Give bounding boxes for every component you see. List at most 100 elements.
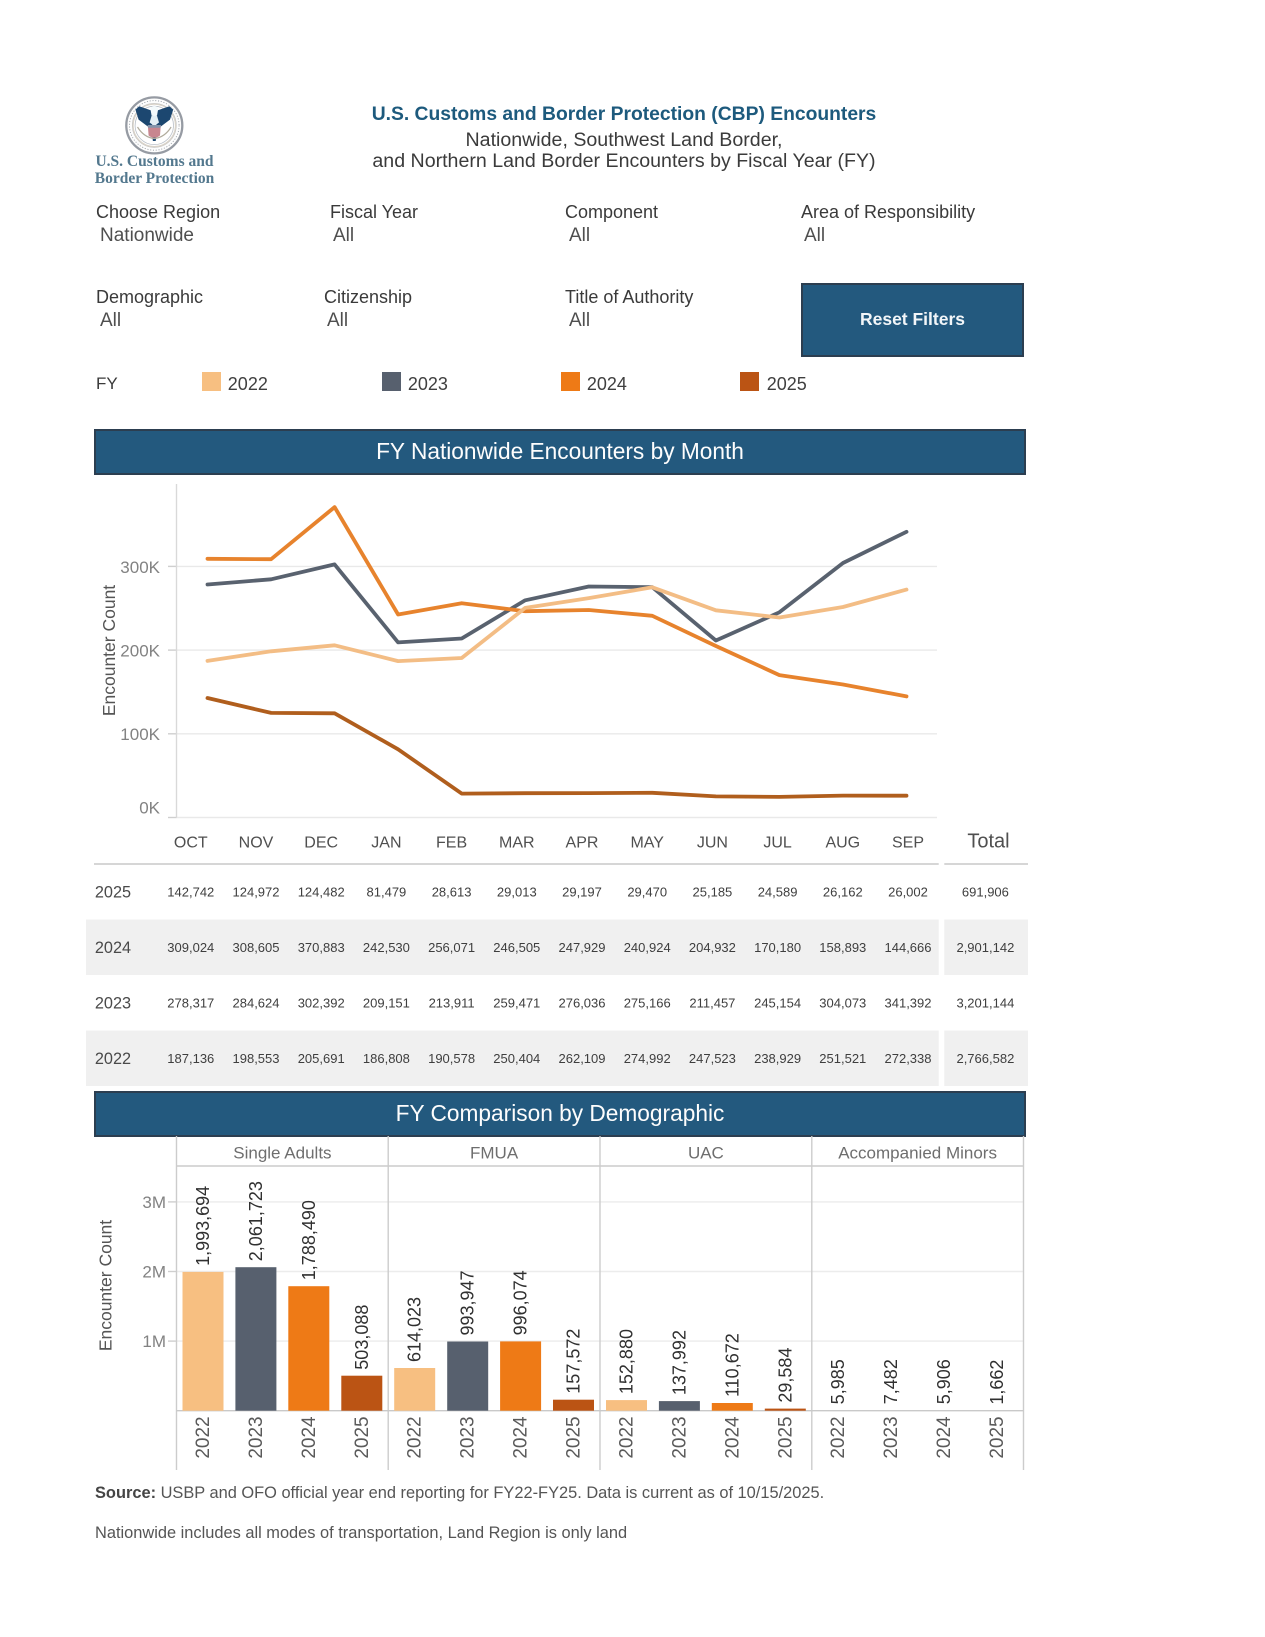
svg-text:2023: 2023 — [246, 1416, 267, 1458]
svg-text:272,338: 272,338 — [885, 1051, 932, 1066]
svg-text:3M: 3M — [142, 1193, 166, 1212]
svg-text:Accompanied Minors: Accompanied Minors — [838, 1144, 997, 1163]
svg-text:APR: APR — [566, 835, 599, 852]
svg-text:Encounter Count: Encounter Count — [99, 585, 119, 716]
svg-text:251,521: 251,521 — [819, 1051, 866, 1066]
svg-text:209,151: 209,151 — [363, 995, 410, 1010]
svg-text:2025: 2025 — [775, 1416, 796, 1458]
svg-text:2022: 2022 — [828, 1416, 849, 1458]
svg-text:2024: 2024 — [95, 939, 131, 957]
svg-text:5,906: 5,906 — [934, 1359, 954, 1404]
svg-text:1,662: 1,662 — [987, 1360, 1007, 1405]
svg-text:691,906: 691,906 — [962, 884, 1009, 899]
svg-text:Encounter Count: Encounter Count — [96, 1220, 116, 1351]
svg-text:247,523: 247,523 — [689, 1051, 736, 1066]
svg-text:2023: 2023 — [881, 1416, 902, 1458]
svg-text:MAY: MAY — [630, 835, 664, 852]
svg-text:240,924: 240,924 — [624, 940, 671, 955]
svg-text:370,883: 370,883 — [298, 940, 345, 955]
svg-text:503,088: 503,088 — [352, 1305, 372, 1370]
svg-text:256,071: 256,071 — [428, 940, 475, 955]
svg-text:1,993,694: 1,993,694 — [193, 1186, 213, 1266]
svg-text:278,317: 278,317 — [167, 995, 214, 1010]
svg-text:5,985: 5,985 — [828, 1359, 848, 1404]
svg-text:144,666: 144,666 — [885, 940, 932, 955]
svg-text:137,992: 137,992 — [669, 1330, 689, 1395]
svg-text:UAC: UAC — [688, 1144, 724, 1163]
svg-text:2025: 2025 — [564, 1416, 585, 1458]
svg-text:2,766,582: 2,766,582 — [956, 1051, 1014, 1066]
svg-text:2022: 2022 — [617, 1416, 638, 1458]
svg-text:2024: 2024 — [511, 1416, 532, 1459]
svg-text:274,992: 274,992 — [624, 1051, 671, 1066]
svg-text:247,929: 247,929 — [559, 940, 606, 955]
svg-text:2024: 2024 — [722, 1416, 743, 1459]
svg-text:245,154: 245,154 — [754, 995, 801, 1010]
svg-text:259,471: 259,471 — [493, 995, 540, 1010]
svg-text:26,162: 26,162 — [823, 884, 863, 899]
svg-text:Single Adults: Single Adults — [233, 1144, 331, 1163]
svg-text:JUL: JUL — [763, 835, 792, 852]
svg-text:2025: 2025 — [987, 1416, 1008, 1458]
svg-text:OCT: OCT — [174, 835, 208, 852]
svg-text:29,197: 29,197 — [562, 884, 602, 899]
svg-text:2M: 2M — [142, 1263, 166, 1282]
svg-text:28,613: 28,613 — [432, 884, 472, 899]
svg-text:993,947: 993,947 — [458, 1270, 478, 1335]
svg-text:187,136: 187,136 — [167, 1051, 214, 1066]
svg-text:29,470: 29,470 — [627, 884, 667, 899]
svg-text:AUG: AUG — [825, 835, 860, 852]
svg-text:FMUA: FMUA — [470, 1144, 519, 1163]
svg-text:1,788,490: 1,788,490 — [299, 1200, 319, 1280]
svg-text:204,932: 204,932 — [689, 940, 736, 955]
svg-text:200K: 200K — [120, 642, 160, 661]
svg-text:152,880: 152,880 — [617, 1329, 637, 1394]
svg-text:81,479: 81,479 — [367, 884, 407, 899]
svg-text:0K: 0K — [139, 799, 160, 818]
svg-text:100K: 100K — [120, 725, 160, 744]
svg-text:302,392: 302,392 — [298, 995, 345, 1010]
svg-text:186,808: 186,808 — [363, 1051, 410, 1066]
svg-text:MAR: MAR — [499, 835, 535, 852]
svg-text:308,605: 308,605 — [233, 940, 280, 955]
svg-text:158,893: 158,893 — [819, 940, 866, 955]
svg-text:275,166: 275,166 — [624, 995, 671, 1010]
svg-text:276,036: 276,036 — [559, 995, 606, 1010]
svg-text:2025: 2025 — [352, 1416, 373, 1458]
svg-text:NOV: NOV — [239, 835, 274, 852]
svg-text:996,074: 996,074 — [511, 1270, 531, 1335]
svg-text:FEB: FEB — [436, 835, 467, 852]
svg-text:341,392: 341,392 — [885, 995, 932, 1010]
svg-text:2022: 2022 — [405, 1416, 426, 1458]
svg-text:SEP: SEP — [892, 835, 924, 852]
svg-text:2024: 2024 — [934, 1416, 955, 1459]
svg-text:205,691: 205,691 — [298, 1051, 345, 1066]
svg-text:213,911: 213,911 — [429, 995, 475, 1010]
svg-text:7,482: 7,482 — [881, 1359, 901, 1404]
svg-text:2023: 2023 — [669, 1416, 690, 1458]
svg-text:JAN: JAN — [371, 835, 401, 852]
svg-text:29,584: 29,584 — [775, 1348, 795, 1403]
svg-text:2,901,142: 2,901,142 — [956, 940, 1014, 955]
svg-text:2024: 2024 — [299, 1416, 320, 1459]
svg-text:300K: 300K — [120, 558, 160, 577]
svg-text:262,109: 262,109 — [559, 1051, 606, 1066]
svg-text:124,972: 124,972 — [233, 884, 280, 899]
svg-text:3,201,144: 3,201,144 — [956, 995, 1014, 1010]
svg-text:JUN: JUN — [697, 835, 728, 852]
svg-text:2023: 2023 — [95, 995, 131, 1013]
svg-text:2022: 2022 — [193, 1416, 214, 1458]
svg-text:170,180: 170,180 — [754, 940, 801, 955]
svg-text:Total: Total — [967, 831, 1009, 853]
svg-text:284,624: 284,624 — [233, 995, 280, 1010]
svg-text:26,002: 26,002 — [888, 884, 928, 899]
svg-text:124,482: 124,482 — [298, 884, 345, 899]
svg-text:614,023: 614,023 — [405, 1297, 425, 1362]
svg-text:250,404: 250,404 — [493, 1051, 540, 1066]
svg-text:246,505: 246,505 — [493, 940, 540, 955]
svg-text:198,553: 198,553 — [233, 1051, 280, 1066]
svg-text:29,013: 29,013 — [497, 884, 537, 899]
svg-text:242,530: 242,530 — [363, 940, 410, 955]
svg-text:2,061,723: 2,061,723 — [246, 1181, 266, 1261]
svg-text:157,572: 157,572 — [564, 1329, 584, 1394]
